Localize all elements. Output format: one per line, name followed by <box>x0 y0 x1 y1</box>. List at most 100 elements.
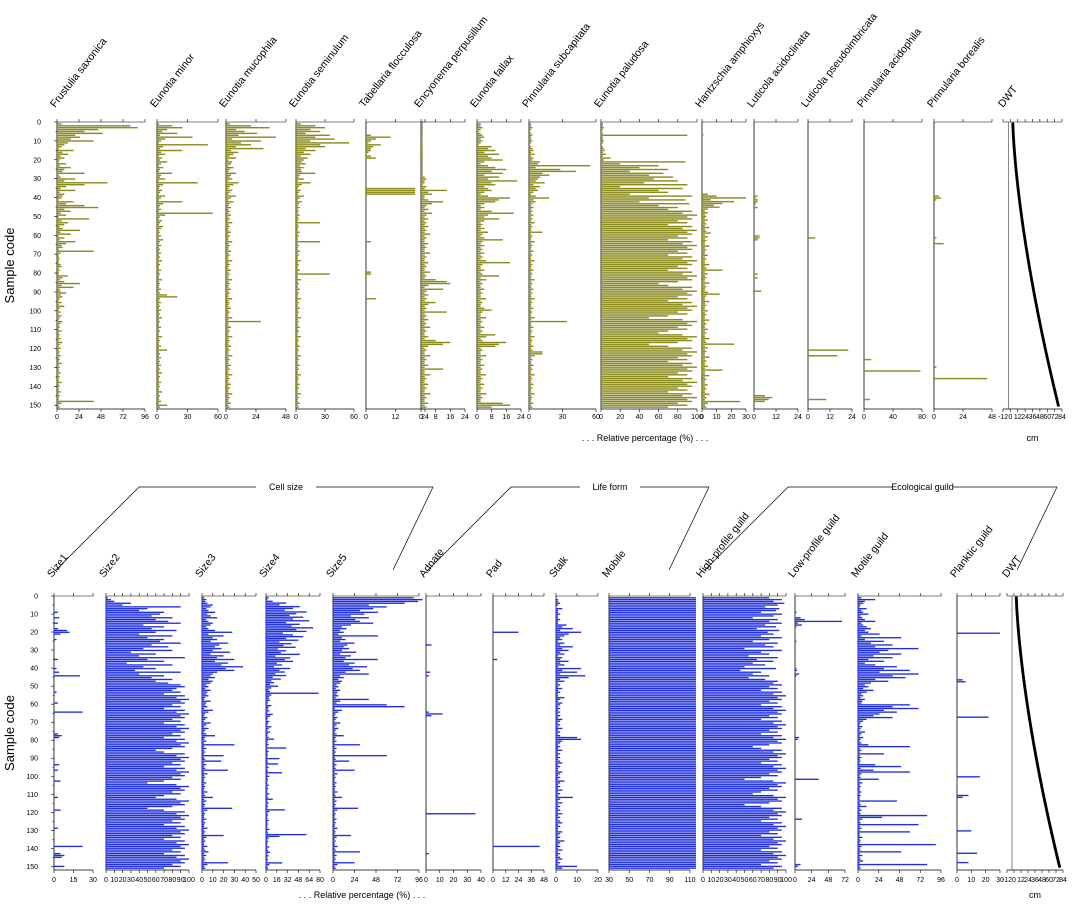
bar <box>529 155 532 157</box>
bar <box>477 195 488 197</box>
bar <box>601 398 688 401</box>
bar <box>609 829 696 831</box>
bar <box>57 317 60 319</box>
bar <box>529 235 533 237</box>
bar <box>529 358 533 361</box>
bar <box>333 666 368 668</box>
bar <box>703 794 774 797</box>
bar <box>366 193 416 195</box>
bar <box>477 320 483 323</box>
bar <box>157 313 161 315</box>
bar <box>57 195 63 197</box>
bar <box>477 301 483 304</box>
bar <box>529 391 532 393</box>
bar <box>157 341 160 344</box>
bar <box>556 842 561 844</box>
bar <box>703 622 782 624</box>
x-tick-label: 90 <box>666 877 674 884</box>
dwt-x-tick-label: 36 <box>1029 414 1037 421</box>
bar <box>333 627 347 630</box>
bar <box>703 778 745 780</box>
bar <box>529 277 532 279</box>
bar <box>106 769 177 771</box>
bar <box>795 622 798 624</box>
bar <box>477 383 485 386</box>
bar <box>421 123 423 125</box>
bar <box>226 244 230 247</box>
bar <box>529 309 532 311</box>
bar <box>366 298 376 300</box>
bar <box>202 735 215 737</box>
bar <box>296 328 298 330</box>
bar <box>529 279 535 281</box>
bar <box>957 861 969 864</box>
bar <box>858 807 860 809</box>
bar <box>226 157 236 159</box>
dwt-point <box>1058 864 1061 868</box>
bar <box>421 174 423 176</box>
bar <box>556 702 563 704</box>
bar <box>157 178 166 180</box>
bar <box>296 246 298 249</box>
x-tick-label: 30 <box>463 877 471 884</box>
bar <box>702 228 705 231</box>
bar <box>477 269 485 271</box>
bar <box>529 244 533 247</box>
bar <box>556 793 561 795</box>
bar <box>202 727 209 730</box>
bar <box>266 825 268 827</box>
bar <box>609 686 696 688</box>
bar <box>266 779 269 781</box>
bar <box>202 669 235 672</box>
bar <box>333 720 335 722</box>
bar <box>202 840 206 842</box>
bar <box>157 197 162 199</box>
series-label: Size3 <box>193 552 219 580</box>
bar <box>421 231 425 233</box>
bar <box>421 280 447 283</box>
bar <box>296 182 311 184</box>
bar <box>57 136 80 138</box>
bar <box>858 622 862 624</box>
bar <box>529 142 532 144</box>
bar <box>296 220 298 222</box>
bar <box>609 755 696 757</box>
bar <box>529 368 533 370</box>
bar <box>296 324 298 327</box>
bar <box>529 353 543 355</box>
bar <box>226 389 229 391</box>
bar <box>754 235 760 237</box>
bar <box>477 248 483 251</box>
bar <box>421 391 425 393</box>
bar <box>333 631 344 633</box>
bar <box>609 704 696 706</box>
bar <box>601 130 602 133</box>
group-bracket-right <box>392 486 434 571</box>
bar <box>57 267 59 270</box>
x-tick-label: 0 <box>554 877 558 884</box>
bar <box>421 265 427 268</box>
bar <box>703 836 782 839</box>
bar <box>421 349 427 351</box>
bar <box>226 254 230 256</box>
bar <box>57 377 59 380</box>
bar <box>858 736 864 739</box>
bar <box>795 624 802 626</box>
bar <box>333 825 335 828</box>
bar <box>106 673 140 675</box>
bar <box>477 184 496 186</box>
bar <box>57 318 59 321</box>
bar <box>703 765 774 768</box>
bar <box>333 729 336 731</box>
bar <box>333 629 341 632</box>
bar <box>226 130 245 133</box>
bar <box>529 364 534 367</box>
bar <box>57 220 62 222</box>
bar <box>529 290 532 292</box>
bar <box>333 620 360 623</box>
bar <box>157 149 183 152</box>
bar <box>296 366 298 368</box>
bar <box>703 598 782 601</box>
